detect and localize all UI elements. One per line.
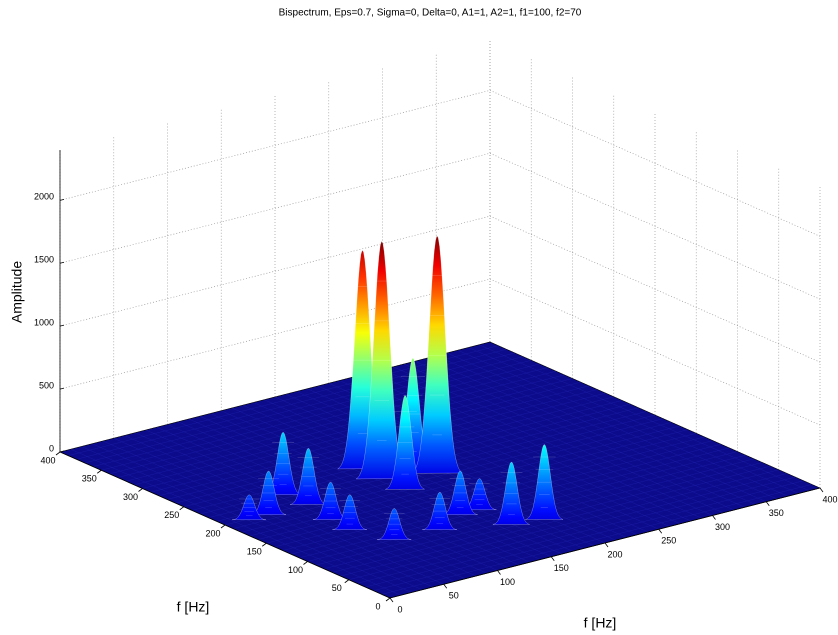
surface-peak — [422, 491, 457, 530]
surface-peak — [377, 508, 412, 540]
grid-line — [59, 215, 491, 327]
y-axis-label: f [Hz] — [177, 599, 210, 615]
y-tick — [97, 469, 102, 474]
x-tick — [819, 487, 824, 493]
x-tick — [765, 501, 770, 506]
grid-line — [489, 215, 821, 363]
x-tick-label: 300 — [715, 522, 730, 532]
surface-mesh — [68, 345, 499, 456]
z-tick-label: 2000 — [34, 192, 54, 202]
z-tick-label: 1500 — [34, 255, 54, 265]
y-tick-label: 300 — [123, 492, 138, 502]
y-tick-label: 0 — [375, 601, 380, 611]
surface-mesh — [414, 361, 745, 508]
surface-peak — [290, 447, 327, 505]
y-tick-label: 350 — [82, 474, 97, 484]
z-tick-label: 500 — [39, 380, 54, 390]
z-tick — [59, 387, 65, 390]
grid-line — [59, 152, 491, 264]
y-tick-label: 250 — [164, 510, 179, 520]
surface-mesh — [403, 363, 735, 511]
x-tick-label: 400 — [822, 494, 837, 504]
surface-peak — [525, 444, 564, 520]
grid-line — [489, 90, 821, 237]
surface-peak — [250, 470, 287, 515]
x-tick-label: 150 — [554, 563, 569, 573]
surface-peak — [410, 235, 463, 474]
surface-peak — [442, 470, 478, 515]
surface-peak — [332, 494, 367, 530]
x-tick — [443, 584, 448, 589]
z-tick-label: 1000 — [34, 318, 54, 328]
surface-mesh — [425, 358, 756, 505]
x-tick — [497, 570, 501, 575]
y-tick — [179, 506, 184, 511]
surface-mesh — [339, 380, 670, 527]
y-tick — [385, 597, 391, 602]
y-tick-label: 100 — [288, 565, 303, 575]
surface-peak — [232, 494, 266, 521]
chart-title: Bispectrum, Eps=0.7, Sigma=0, Delta=0, A… — [279, 8, 582, 19]
x-tick-label: 200 — [607, 549, 622, 559]
x-tick-label: 250 — [661, 536, 676, 546]
x-tick-label: 50 — [449, 591, 459, 601]
x-tick — [604, 542, 609, 548]
y-tick — [303, 561, 308, 565]
x-axis-label: f [Hz] — [584, 615, 617, 631]
surface-mesh — [109, 363, 540, 475]
y-tick — [55, 451, 61, 456]
z-tick — [59, 198, 65, 201]
surface-mesh — [101, 360, 532, 471]
y-tick-label: 400 — [40, 455, 55, 465]
x-tick-label: 0 — [397, 604, 402, 614]
x-tick-label: 350 — [769, 508, 784, 518]
z-tick — [59, 324, 65, 327]
z-tick — [59, 261, 65, 264]
surface-mesh — [125, 371, 557, 482]
z-tick-label: 0 — [49, 443, 54, 453]
surface-mesh — [436, 355, 767, 502]
x-tick — [550, 556, 555, 561]
y-tick — [220, 524, 226, 529]
x-tick — [389, 597, 394, 603]
y-tick — [138, 488, 143, 492]
surface-mesh — [457, 350, 788, 497]
surface-mesh — [92, 356, 524, 467]
surface-mesh — [446, 352, 778, 500]
grid-line — [59, 89, 491, 201]
y-tick-label: 150 — [247, 547, 262, 557]
y-tick-label: 50 — [332, 583, 342, 593]
x-tick — [712, 515, 716, 520]
y-tick — [262, 542, 267, 547]
y-tick — [344, 579, 349, 584]
z-axis-label: Amplitude — [9, 261, 25, 323]
surface-peak — [385, 395, 425, 490]
surface-mesh — [468, 347, 799, 494]
y-tick-label: 200 — [205, 528, 220, 538]
x-tick-label: 100 — [500, 577, 515, 587]
surface-peak — [492, 461, 530, 525]
z-tick — [59, 450, 65, 453]
grid-line — [59, 278, 491, 390]
grid-line — [489, 152, 821, 300]
grid-line — [489, 278, 821, 426]
surface-mesh — [117, 367, 548, 478]
surface-mesh — [479, 344, 810, 491]
x-tick — [658, 529, 663, 534]
